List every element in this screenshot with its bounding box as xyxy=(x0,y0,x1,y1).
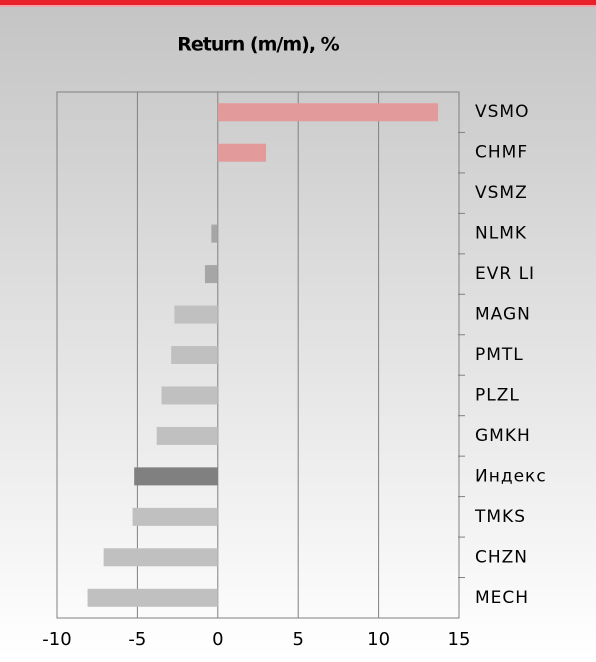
bar xyxy=(174,305,218,324)
y-tick-label: CHMF xyxy=(475,143,528,163)
chart-title: Return (m/m), % xyxy=(177,34,339,56)
bar xyxy=(211,224,218,243)
bar xyxy=(171,346,218,364)
y-tick-label: PMTL xyxy=(475,345,524,365)
bar xyxy=(217,103,439,122)
bar xyxy=(156,426,218,445)
y-tick-label: PLZL xyxy=(475,385,520,405)
bar xyxy=(132,507,218,526)
x-tick-label: -5 xyxy=(128,629,146,650)
bar xyxy=(134,467,218,486)
x-tick-label: 10 xyxy=(367,629,390,650)
y-tick-label: VSMZ xyxy=(475,183,528,203)
bar xyxy=(217,143,267,162)
y-tick-label: MECH xyxy=(475,588,529,608)
y-tick-label: TMKS xyxy=(474,507,526,527)
y-tick-label: GMKH xyxy=(475,426,531,446)
y-tick-label: CHZN xyxy=(475,547,528,567)
bar xyxy=(204,265,218,284)
x-tick-label: 0 xyxy=(212,629,223,650)
top-rule xyxy=(0,0,596,5)
y-tick-label: MAGN xyxy=(475,305,531,325)
bar xyxy=(87,588,218,607)
bar xyxy=(161,386,218,405)
x-tick-label: -10 xyxy=(42,629,71,650)
bar xyxy=(103,548,218,567)
y-tick-label: VSMO xyxy=(475,102,529,122)
x-tick-label: 15 xyxy=(448,629,471,650)
plot-area xyxy=(56,91,460,619)
y-tick-label: Индекс xyxy=(475,466,547,486)
y-tick-label: NLMK xyxy=(475,224,527,244)
x-tick-label: 5 xyxy=(292,629,303,650)
y-tick-label: EVR LI xyxy=(475,264,535,284)
top-rule-shadow xyxy=(0,5,596,7)
